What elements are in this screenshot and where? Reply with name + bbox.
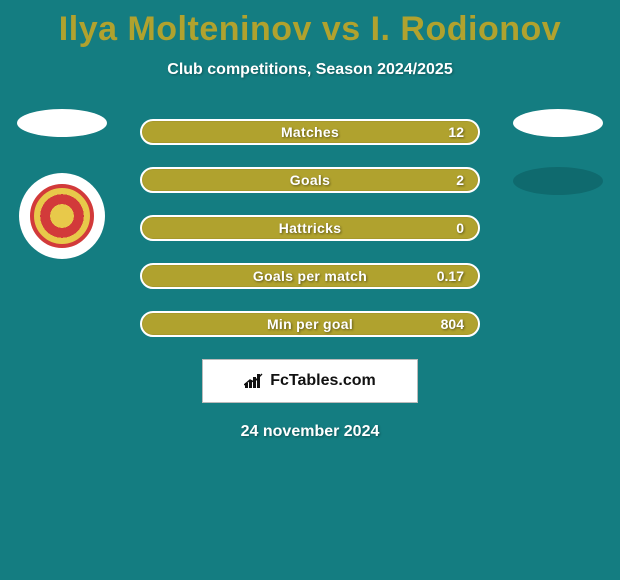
club-badge-graphic: [30, 184, 94, 248]
club-badge: [19, 173, 105, 259]
stat-value: 12: [448, 124, 464, 140]
stat-label: Hattricks: [279, 220, 342, 236]
subtitle: Club competitions, Season 2024/2025: [0, 61, 620, 79]
stat-label: Goals per match: [253, 268, 367, 284]
player-oval-dark: [513, 167, 603, 195]
stat-label: Min per goal: [267, 316, 353, 332]
date-text: 24 november 2024: [20, 423, 600, 441]
stat-value: 2: [456, 172, 464, 188]
stat-label: Goals: [290, 172, 330, 188]
source-logo-text: FcTables.com: [270, 372, 376, 390]
stat-value: 804: [441, 316, 464, 332]
content-area: Matches 12 Goals 2 Hattricks 0 Goals per…: [0, 119, 620, 441]
stat-bar: Hattricks 0: [140, 215, 480, 241]
right-player-column: [508, 109, 608, 195]
bar-chart-icon: [244, 373, 264, 389]
player-oval-placeholder: [17, 109, 107, 137]
page-title: Ilya Molteninov vs I. Rodionov: [0, 0, 620, 49]
stat-bar: Min per goal 804: [140, 311, 480, 337]
player-oval-placeholder: [513, 109, 603, 137]
stat-value: 0.17: [437, 268, 464, 284]
stat-value: 0: [456, 220, 464, 236]
stat-label: Matches: [281, 124, 339, 140]
stat-bar: Goals 2: [140, 167, 480, 193]
stat-bar: Matches 12: [140, 119, 480, 145]
stat-bar: Goals per match 0.17: [140, 263, 480, 289]
source-logo-box: FcTables.com: [202, 359, 418, 403]
stat-bars: Matches 12 Goals 2 Hattricks 0 Goals per…: [140, 119, 480, 337]
left-player-column: [12, 109, 112, 259]
